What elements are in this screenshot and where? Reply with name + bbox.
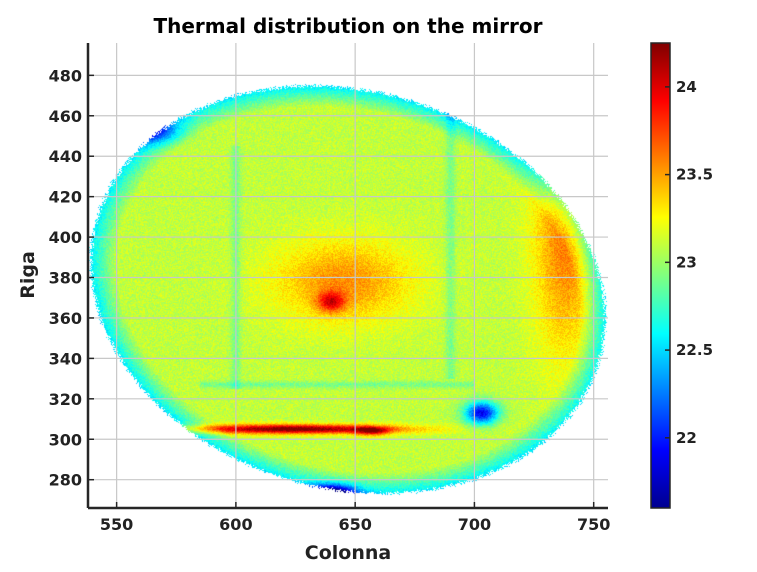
colorbar: 22 22.5 23 23.5 24 xyxy=(650,42,713,509)
y-tick-label: 400 xyxy=(49,228,82,247)
y-tick-label: 440 xyxy=(49,147,82,166)
colorbar-tick-label: 22 xyxy=(676,429,697,447)
y-tick-label: 340 xyxy=(49,349,82,368)
x-tick-label: 550 xyxy=(100,515,133,534)
colorbar-tick-label: 24 xyxy=(676,78,697,96)
colorbar-tick-label: 23 xyxy=(676,253,697,271)
colorbar-tick-label: 22.5 xyxy=(676,341,713,359)
x-tick-label: 700 xyxy=(458,515,491,534)
y-tick-label: 280 xyxy=(49,471,82,490)
y-tick-label: 300 xyxy=(49,430,82,449)
colorbar-tick-label: 23.5 xyxy=(676,166,713,184)
colorbar-ticks: 22 22.5 23 23.5 24 xyxy=(665,78,713,447)
y-tick-label: 360 xyxy=(49,309,82,328)
x-axis-ticks: 550 600 650 700 750 xyxy=(100,502,610,534)
y-axis-ticks: 280 300 320 340 360 380 400 420 440 460 480 xyxy=(49,66,94,490)
y-tick-label: 380 xyxy=(49,269,82,288)
x-tick-label: 600 xyxy=(219,515,252,534)
colorbar-gradient xyxy=(650,42,671,509)
x-tick-label: 650 xyxy=(338,515,371,534)
y-tick-label: 480 xyxy=(49,66,82,85)
plot-area: 550 600 650 700 750 280 300 320 340 360 380 400 420… xyxy=(49,43,610,534)
y-tick-label: 320 xyxy=(49,390,82,409)
x-axis-label: Colonna xyxy=(305,542,391,564)
y-tick-label: 460 xyxy=(49,107,82,126)
x-tick-label: 750 xyxy=(577,515,610,534)
heatmap-image xyxy=(88,43,608,508)
y-tick-label: 420 xyxy=(49,188,82,207)
chart-title: Thermal distribution on the mirror xyxy=(153,14,542,38)
y-axis-label: Riga xyxy=(17,251,39,299)
grid-lines xyxy=(88,43,608,508)
